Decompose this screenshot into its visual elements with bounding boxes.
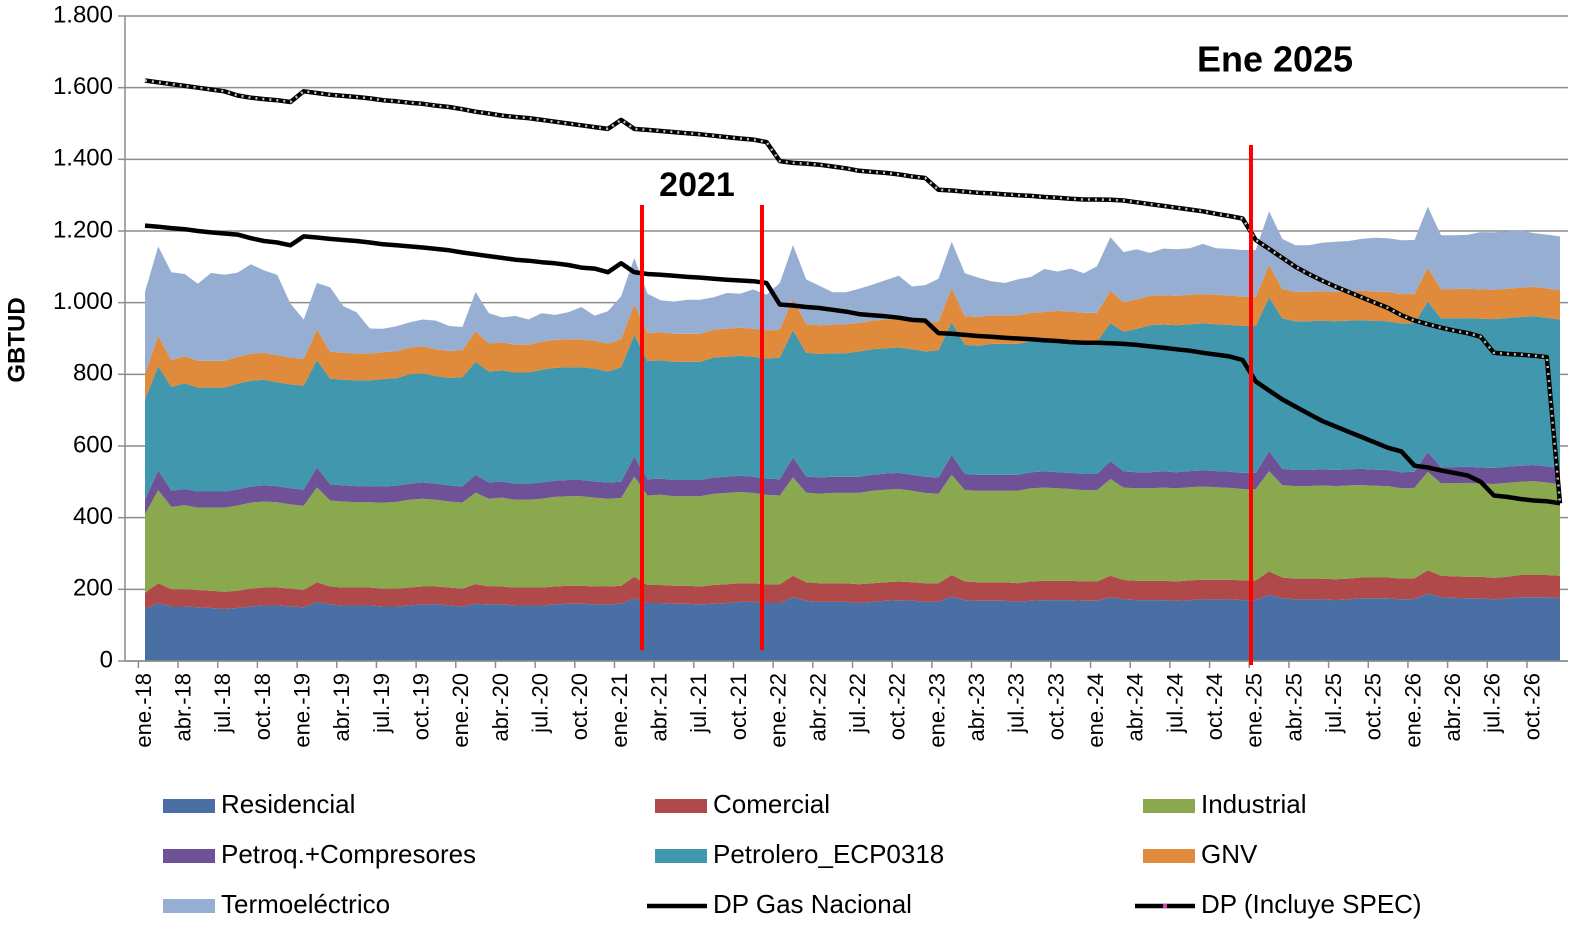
x-tick-label: ene.-24 [1083,673,1108,748]
x-tick-label: oct.-21 [726,673,751,740]
legend-label: Comercial [713,789,830,819]
legend-label: Termoeléctrico [221,889,390,919]
legend: Residencial Comercial Industrial Petroq.+Co… [163,789,1422,919]
legend-swatch [1143,849,1195,863]
x-tick-label: abr.-24 [1123,673,1148,742]
x-tick-label: ene.-19 [290,673,315,748]
legend-swatch-dot [1163,904,1167,908]
legend-label: GNV [1201,839,1258,869]
x-tick-label: oct.-26 [1519,673,1544,740]
area [145,297,1560,500]
legend-label: DP Gas Nacional [713,889,912,919]
x-tick-label: abr.-26 [1440,673,1465,742]
y-tick-label: 1.600 [53,73,113,100]
x-tick-label: ene.-21 [607,673,632,748]
legend-label: DP (Incluye SPEC) [1201,889,1422,919]
x-tick-label: ene.-22 [766,673,791,748]
x-tick-label: ene.-26 [1400,673,1425,748]
x-tick-label: abr.-21 [647,673,672,742]
x-tick-label: oct.-19 [409,673,434,740]
x-tick-label: oct.-18 [250,673,275,740]
area [145,471,1560,593]
x-tick-label: abr.-19 [329,673,354,742]
x-tick-label: abr.-20 [488,673,513,742]
y-tick-label: 800 [73,360,113,387]
x-tick-label: jul.-23 [1004,673,1029,734]
x-tick-label: abr.-23 [964,673,989,742]
x-tick-label: oct.-23 [1043,673,1068,740]
x-tick-label: oct.-22 [885,673,910,740]
y-tick-label: 1.000 [53,288,113,315]
x-tick-label: jul.-26 [1480,673,1505,734]
y-tick-label: 1.200 [53,216,113,243]
legend-swatch [163,899,215,913]
x-tick-label: ene.-18 [131,673,156,748]
legend-swatch [655,849,707,863]
x-tick-label: jul.-19 [369,673,394,734]
x-tick-label: jul.-21 [686,673,711,734]
annotation: 2021 [659,166,735,204]
area [145,206,1560,375]
legend-label: Residencial [221,789,355,819]
y-tick-label: 0 [100,646,113,673]
x-tick-label: ene.-25 [1242,673,1267,748]
area [145,265,1560,400]
x-tick-label: oct.-24 [1202,673,1227,740]
legend-label: Industrial [1201,789,1307,819]
plot-area: 0 200 400 600 800 1.000 1.200 1.400 1.600 1.800 en… [53,1,1568,748]
x-tick-label: abr.-18 [170,673,195,742]
x-tick-label: ene.-20 [448,673,473,748]
y-tick-label: 1.800 [53,1,113,28]
x-tick-label: jul.-18 [210,673,235,734]
y-tick-label: 1.400 [53,145,113,172]
line [144,78,1563,504]
area [145,593,1560,661]
y-tick-label: 200 [73,575,113,602]
legend-label: Petrolero_ECP0318 [713,839,944,869]
legend-label: Petroq.+Compresores [221,839,476,869]
x-tick-label: jul.-22 [845,673,870,734]
area [145,570,1560,609]
annotation: Ene 2025 [1197,39,1353,80]
line [144,223,1561,506]
x-tick-label: oct.-25 [1361,673,1386,740]
x-tick-label: jul.-25 [1321,673,1346,734]
legend-swatch [163,799,215,813]
legend-swatch [655,799,707,813]
x-tick-label: ene.-23 [924,673,949,748]
legend-swatch [1143,799,1195,813]
y-tick-label: 600 [73,431,113,458]
area [145,451,1560,515]
y-tick-label: 400 [73,503,113,530]
x-tick-label: oct.-20 [567,673,592,740]
x-tick-label: abr.-25 [1281,673,1306,742]
legend-swatch [163,849,215,863]
x-tick-label: jul.-24 [1162,673,1187,734]
y-axis-title: GBTUD [3,297,30,382]
x-tick-label: jul.-20 [528,673,553,734]
x-tick-label: abr.-22 [805,673,830,742]
